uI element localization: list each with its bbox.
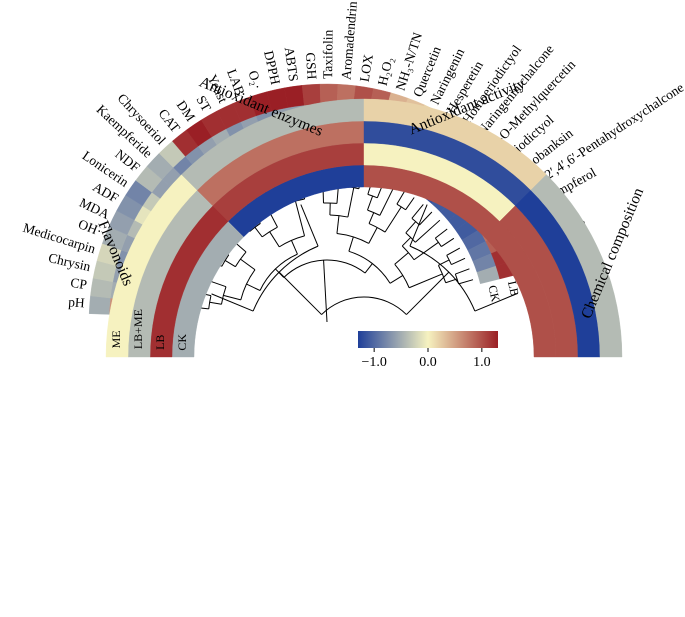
dendrogram-branch bbox=[413, 241, 439, 261]
dendrogram-branch bbox=[246, 283, 261, 291]
variable-label-dpph: DPPH bbox=[261, 49, 283, 86]
upper-group-label-ck: CK bbox=[485, 284, 502, 304]
dendrogram-arc bbox=[208, 295, 212, 309]
dendrogram-branch bbox=[451, 257, 466, 266]
variable-label-aromadendrin: Aromadendrin bbox=[338, 0, 360, 80]
dendrogram-branch bbox=[336, 215, 340, 234]
dendrogram-arc bbox=[249, 222, 261, 232]
variable-label-h-o: H₂O₂ bbox=[375, 55, 396, 87]
dendrogram-arc bbox=[321, 296, 407, 315]
dendrogram-branch bbox=[379, 185, 395, 216]
dendrogram-arc bbox=[446, 255, 452, 265]
lower-group-label-lb-me: LB+ME bbox=[131, 309, 145, 349]
dendrogram-branch bbox=[300, 204, 319, 247]
dendrogram-branch bbox=[291, 240, 298, 255]
cell-me-gsh bbox=[301, 83, 321, 106]
dendrogram-arc bbox=[221, 254, 230, 267]
dendrogram-branch bbox=[211, 293, 254, 312]
dendrogram-branch bbox=[396, 191, 405, 205]
dendrogram-branch bbox=[435, 228, 448, 239]
variable-label-st: ST bbox=[193, 93, 214, 115]
colorbar-tick-label: 0.0 bbox=[419, 355, 437, 370]
dendrogram-arc bbox=[329, 214, 348, 218]
dendrogram-arc bbox=[405, 232, 416, 243]
variable-label-taxifolin: Taxifolin bbox=[320, 29, 335, 79]
dendrogram-arc bbox=[396, 203, 406, 211]
colorbar-gradient bbox=[358, 331, 498, 348]
variable-label-o: O₂· bbox=[245, 69, 265, 91]
dendrogram-arc bbox=[278, 235, 305, 248]
dendrogram-branch bbox=[384, 206, 402, 233]
lower-group-label-lb: LB bbox=[153, 335, 167, 350]
dendrogram-arc bbox=[261, 226, 278, 238]
dendrogram-branch bbox=[441, 237, 455, 247]
dendrogram-branch bbox=[455, 268, 470, 275]
dendrogram-branch bbox=[419, 211, 433, 226]
dendrogram-branch bbox=[415, 219, 441, 243]
variable-label-ph: pH bbox=[68, 294, 86, 310]
colorbar-tick-label: 1.0 bbox=[473, 355, 491, 370]
lower-dendrogram bbox=[211, 204, 517, 315]
dendrogram-arc bbox=[368, 223, 386, 233]
variable-label-cp: CP bbox=[69, 275, 88, 292]
dendrogram-branch bbox=[269, 231, 280, 248]
cell-me-ph bbox=[88, 295, 111, 315]
variable-label-gsh: GSH bbox=[303, 52, 320, 80]
dendrogram-branch bbox=[209, 301, 222, 305]
dendrogram-branch bbox=[405, 221, 417, 234]
dendrogram-branch bbox=[458, 279, 474, 285]
variable-label-lox: LOX bbox=[357, 53, 376, 83]
dendrogram-arc bbox=[401, 245, 415, 261]
lower-heatmap bbox=[105, 98, 623, 358]
cell-me-abts bbox=[284, 85, 305, 108]
dendrogram-branch bbox=[348, 236, 354, 252]
dendrogram-arc bbox=[234, 251, 247, 267]
dendrogram-branch bbox=[254, 227, 263, 238]
cell-me-chemical-composition bbox=[530, 174, 623, 358]
colorbar-tick-label: −1.0 bbox=[361, 355, 386, 370]
dendrogram-arc bbox=[367, 209, 381, 216]
dendrogram-arc bbox=[348, 250, 391, 284]
dendrogram-branch bbox=[368, 227, 378, 244]
variable-label-abts: ABTS bbox=[282, 46, 302, 82]
colorbar: −1.0 0.0 1.0 bbox=[358, 331, 498, 370]
dendrogram-branch bbox=[474, 293, 517, 312]
dendrogram-branch bbox=[368, 212, 375, 224]
dendrogram-branch bbox=[446, 247, 461, 256]
lower-group-labels: CK LB LB+ME ME bbox=[109, 309, 189, 351]
dendrogram-branch bbox=[347, 187, 355, 218]
dendrogram-branch bbox=[240, 258, 256, 271]
dendrogram-branch bbox=[409, 204, 428, 247]
dendrogram-branch bbox=[405, 197, 415, 211]
dendrogram-branch bbox=[294, 200, 306, 237]
dendrogram-branch bbox=[223, 294, 241, 301]
dendrogram-branch bbox=[364, 263, 373, 274]
dendrogram-root bbox=[323, 260, 328, 323]
dendrogram-branch bbox=[408, 273, 443, 289]
dendrogram-branch bbox=[411, 204, 424, 219]
dendrogram-branch bbox=[367, 195, 374, 211]
lower-group-label-me: ME bbox=[109, 330, 123, 348]
dendrogram-branch bbox=[389, 275, 404, 284]
dendrogram-branch bbox=[224, 260, 236, 268]
dendrogram-branch bbox=[394, 252, 409, 265]
dendrogram-branch bbox=[406, 271, 450, 315]
dendrogram-branch bbox=[401, 237, 412, 247]
lower-group-label-ck: CK bbox=[175, 334, 189, 351]
dendrogram-branch bbox=[278, 271, 322, 315]
